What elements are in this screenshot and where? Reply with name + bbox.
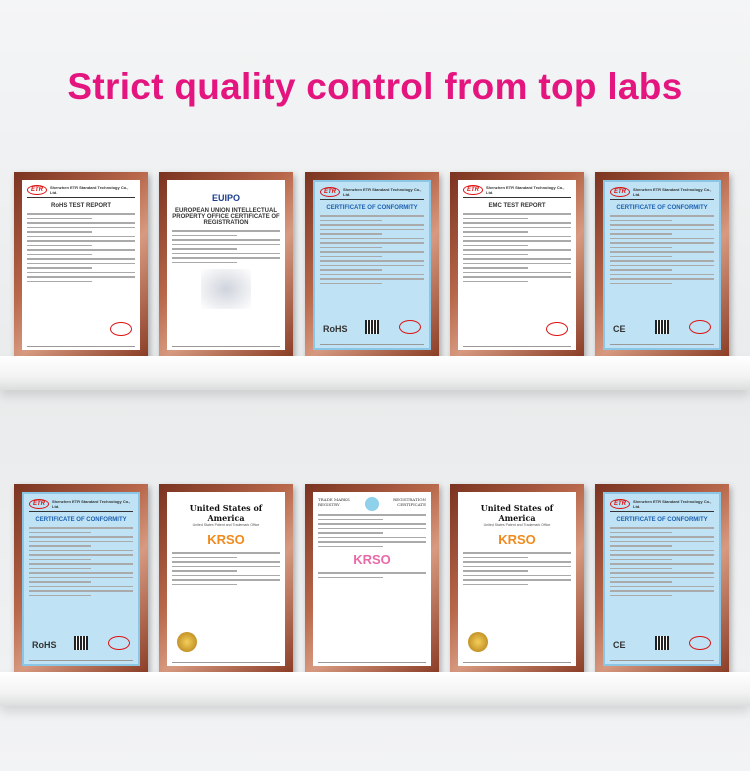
certificate-heading: Shenzhen ETR Standard Technology Co., Lt… xyxy=(52,499,131,509)
certificate-title: United States Patent and Trademark Offic… xyxy=(192,523,260,527)
certificate-frame: ETR Shenzhen ETR Standard Technology Co.,… xyxy=(595,172,729,358)
certificate-footer xyxy=(29,660,133,661)
etr-stamp-icon xyxy=(689,320,711,334)
gold-seal-icon xyxy=(177,632,197,652)
certificate-footer xyxy=(172,346,280,347)
certificate-title: REGISTRATION CERTIFICATE xyxy=(393,497,426,507)
qr-code-icon xyxy=(655,636,669,650)
certificate-frame: EUIPO EUROPEAN UNION INTELLECTUAL PROPER… xyxy=(159,172,293,358)
gold-seal-icon xyxy=(468,632,488,652)
certificate: ETR Shenzhen ETR Standard Technology Co.,… xyxy=(458,180,576,350)
certificate-title: CERTIFICATE OF CONFORMITY xyxy=(326,205,418,211)
certificate-footer xyxy=(27,346,135,347)
etr-stamp-icon xyxy=(399,320,421,334)
certificate-frame: ETR Shenzhen ETR Standard Technology Co.,… xyxy=(14,484,148,674)
etr-logo: ETR xyxy=(610,499,630,509)
certificate: ETR Shenzhen ETR Standard Technology Co.,… xyxy=(22,492,140,666)
compliance-mark: RoHS xyxy=(32,640,57,650)
certificate-heading: United States of America xyxy=(189,503,263,523)
certificate-heading: Shenzhen ETR Standard Technology Co., Lt… xyxy=(50,185,129,195)
certificate: TRADE MARKS REGISTRY REGISTRATION CERTIFI… xyxy=(313,492,431,666)
certificate-heading: Shenzhen ETR Standard Technology Co., Lt… xyxy=(633,187,712,197)
krso-logo: KRSO xyxy=(353,552,391,567)
qr-code-icon xyxy=(365,320,379,334)
etr-logo: ETR xyxy=(29,499,49,509)
certificate-title: EUROPEAN UNION INTELLECTUAL PROPERTY OFF… xyxy=(172,208,280,226)
certificate-title: EMC TEST REPORT xyxy=(488,203,546,209)
certificate: ETR Shenzhen ETR Standard Technology Co.,… xyxy=(603,492,721,666)
etr-logo: ETR xyxy=(27,185,47,195)
etr-stamp-icon xyxy=(546,322,568,336)
certificate-title: United States Patent and Trademark Offic… xyxy=(483,523,551,527)
certificate-heading: United States of America xyxy=(480,503,554,523)
krso-logo: KRSO xyxy=(207,532,245,547)
certificate-frame: United States of America United States P… xyxy=(450,484,584,674)
certificate-footer xyxy=(172,662,280,663)
certificate-heading: TRADE MARKS REGISTRY xyxy=(318,497,350,507)
euipo-logo: EUIPO xyxy=(211,193,240,203)
crest-icon xyxy=(365,497,379,511)
certificate-title: CERTIFICATE OF CONFORMITY xyxy=(616,517,708,523)
certificate: ETR Shenzhen ETR Standard Technology Co.,… xyxy=(603,180,721,350)
eu-map-icon xyxy=(201,269,251,309)
shelf-bottom xyxy=(0,672,750,706)
compliance-mark: CE xyxy=(613,640,626,650)
certificate-footer xyxy=(463,346,571,347)
etr-logo: ETR xyxy=(463,185,483,195)
etr-stamp-icon xyxy=(689,636,711,650)
certificate: United States of America United States P… xyxy=(167,492,285,666)
etr-stamp-icon xyxy=(110,322,132,336)
certificate: ETR Shenzhen ETR Standard Technology Co.,… xyxy=(22,180,140,350)
compliance-mark: CE xyxy=(613,324,626,334)
etr-stamp-icon xyxy=(108,636,130,650)
certificate: United States of America United States P… xyxy=(458,492,576,666)
certificate-title: CERTIFICATE OF CONFORMITY xyxy=(35,517,127,523)
etr-logo: ETR xyxy=(320,187,340,197)
certificate-heading: Shenzhen ETR Standard Technology Co., Lt… xyxy=(343,187,422,197)
certificate-frame: United States of America United States P… xyxy=(159,484,293,674)
certificate-frame: ETR Shenzhen ETR Standard Technology Co.,… xyxy=(450,172,584,358)
etr-logo: ETR xyxy=(610,187,630,197)
certificate-frame: ETR Shenzhen ETR Standard Technology Co.,… xyxy=(14,172,148,358)
page-title: Strict quality control from top labs xyxy=(67,66,683,107)
certificate-heading: Shenzhen ETR Standard Technology Co., Lt… xyxy=(486,185,565,195)
certificate-heading: Shenzhen ETR Standard Technology Co., Lt… xyxy=(633,499,712,509)
certificate-footer xyxy=(610,344,714,345)
certificate-title: RoHS TEST REPORT xyxy=(50,203,111,209)
certificate-footer xyxy=(318,662,426,663)
certificate-footer xyxy=(320,344,424,345)
qr-code-icon xyxy=(74,636,88,650)
compliance-mark: RoHS xyxy=(323,324,348,334)
certificate-footer xyxy=(463,662,571,663)
certificate: EUIPO EUROPEAN UNION INTELLECTUAL PROPER… xyxy=(167,180,285,350)
shelf-top xyxy=(0,356,750,390)
certificate-frame: ETR Shenzhen ETR Standard Technology Co.,… xyxy=(305,172,439,358)
certificate-footer xyxy=(610,660,714,661)
certificate-frame: ETR Shenzhen ETR Standard Technology Co.,… xyxy=(595,484,729,674)
certificate-title: CERTIFICATE OF CONFORMITY xyxy=(616,205,708,211)
krso-logo: KRSO xyxy=(498,532,536,547)
certificate: ETR Shenzhen ETR Standard Technology Co.,… xyxy=(313,180,431,350)
qr-code-icon xyxy=(655,320,669,334)
certificate-frame: TRADE MARKS REGISTRY REGISTRATION CERTIFI… xyxy=(305,484,439,674)
